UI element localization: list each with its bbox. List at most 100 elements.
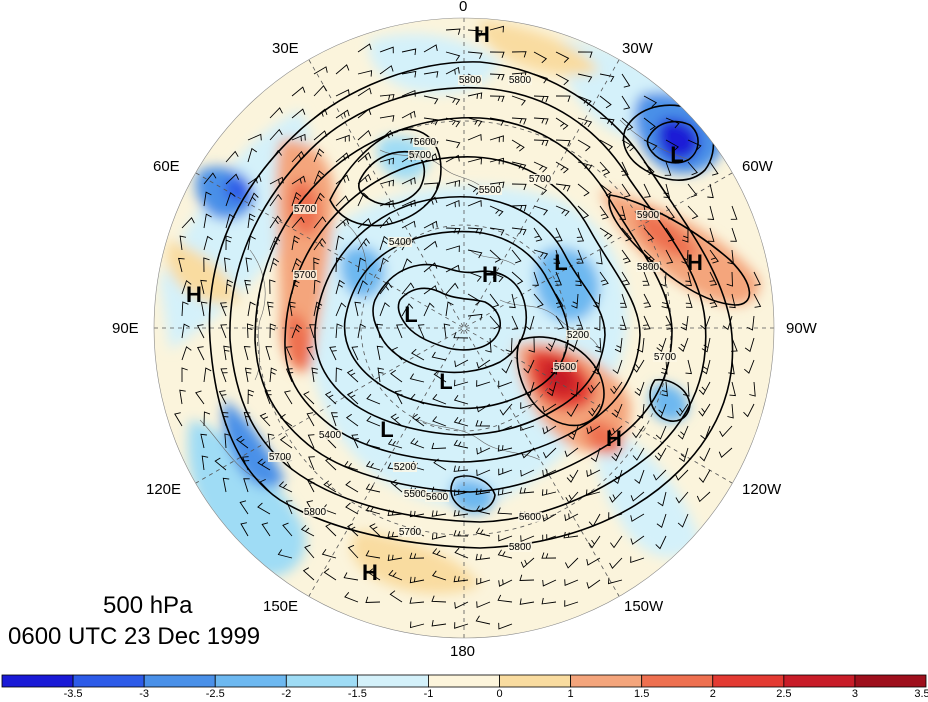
- wind-barb: [401, 220, 416, 229]
- wind-barb: [575, 271, 582, 287]
- wind-barb: [379, 94, 395, 101]
- wind-barb: [247, 133, 262, 141]
- wind-barb: [289, 301, 296, 317]
- wind-barb: [533, 205, 549, 216]
- wind-barb: [533, 227, 543, 242]
- wind-barb: [489, 315, 500, 330]
- contour-label-bg: [388, 237, 412, 247]
- wind-barb: [519, 598, 535, 605]
- wind-barb: [401, 48, 417, 56]
- wind-barb: [239, 500, 249, 515]
- coastline: [469, 249, 516, 266]
- contour-label-bg: [408, 150, 432, 160]
- wind-barb: [257, 502, 271, 515]
- wind-barb: [497, 594, 513, 603]
- wind-barb: [401, 110, 416, 119]
- wind-barb: [520, 402, 535, 410]
- wind-barb: [661, 293, 668, 309]
- wind-barb: [181, 217, 195, 229]
- wind-barb: [379, 257, 389, 273]
- wind-barb: [719, 425, 733, 438]
- wind-barb: [335, 134, 350, 142]
- wind-barb: [619, 205, 627, 220]
- contour-label: 5800: [637, 262, 660, 273]
- wind-barb: [291, 191, 302, 207]
- wind-barb: [632, 447, 645, 461]
- wind-barb: [203, 235, 213, 251]
- wind-barb: [431, 570, 447, 581]
- wind-barb: [475, 615, 491, 625]
- wind-barb: [621, 227, 632, 242]
- contour-label-bg: [318, 430, 342, 440]
- wind-barb: [330, 412, 338, 427]
- wind-barb: [423, 95, 439, 105]
- wind-barb: [610, 381, 623, 395]
- wind-barb: [685, 293, 693, 308]
- wind-barb: [401, 177, 416, 185]
- wind-barb: [300, 524, 315, 537]
- wind-barb: [519, 487, 535, 494]
- wind-barb: [642, 271, 650, 286]
- wind-barb: [357, 87, 372, 97]
- wind-barb: [174, 412, 183, 427]
- wind-barb: [423, 117, 439, 126]
- wind-barb: [542, 513, 557, 522]
- wind-barb: [445, 282, 459, 295]
- wind-barb: [410, 438, 425, 449]
- wind-barb: [698, 403, 711, 417]
- wind-barb: [489, 157, 504, 165]
- wind-barb: [445, 51, 461, 61]
- high-pressure-marker: H: [186, 282, 202, 307]
- wind-barb: [454, 379, 469, 387]
- wind-barb: [409, 576, 425, 584]
- low-pressure-marker: L: [439, 369, 452, 394]
- wind-barb: [661, 359, 668, 375]
- wind-barb: [453, 575, 469, 583]
- longitude-label: 0: [459, 0, 468, 15]
- wind-barb: [577, 51, 593, 58]
- wind-barb: [475, 420, 491, 427]
- wind-barb: [306, 412, 315, 427]
- contour-label: 5700: [529, 174, 552, 185]
- wind-barb: [467, 51, 483, 59]
- wind-barb: [599, 271, 609, 286]
- wind-barb: [577, 161, 593, 171]
- colorbar-tick-label: 1.5: [634, 688, 650, 700]
- wind-barb: [313, 192, 325, 207]
- wind-barb: [401, 70, 417, 78]
- wind-barb: [365, 504, 381, 515]
- wind-barb: [379, 200, 394, 208]
- wind-barb: [181, 323, 190, 339]
- wind-barb: [621, 161, 629, 176]
- wind-barb: [222, 477, 230, 493]
- wind-barb: [533, 117, 549, 125]
- wind-barb: [643, 95, 658, 108]
- wind-barb: [269, 215, 282, 229]
- wind-barb: [453, 439, 469, 449]
- wind-barb: [179, 389, 186, 405]
- wind-barb: [445, 264, 460, 273]
- wind-barb: [431, 351, 447, 361]
- wind-barb: [379, 235, 390, 251]
- wind-barb: [596, 249, 603, 265]
- wind-barb: [291, 86, 306, 97]
- wind-barb: [659, 271, 667, 287]
- latitude-circle: [256, 120, 672, 536]
- wind-barb: [533, 51, 548, 64]
- contour-line: [372, 263, 527, 374]
- wind-barb: [568, 425, 579, 440]
- wind-barb: [707, 205, 715, 220]
- wind-barb: [335, 302, 347, 317]
- wind-barb: [524, 381, 535, 397]
- wind-barb: [264, 390, 272, 405]
- contour-label: 5900: [637, 210, 660, 221]
- wind-barb: [243, 478, 250, 493]
- wind-barb: [608, 512, 623, 519]
- wind-barb: [564, 447, 579, 458]
- wind-barb: [533, 249, 549, 260]
- wind-barb: [335, 367, 343, 383]
- wind-barb: [313, 130, 328, 141]
- wind-barb: [665, 205, 675, 220]
- wind-barb: [391, 346, 403, 361]
- wind-barb: [653, 469, 667, 481]
